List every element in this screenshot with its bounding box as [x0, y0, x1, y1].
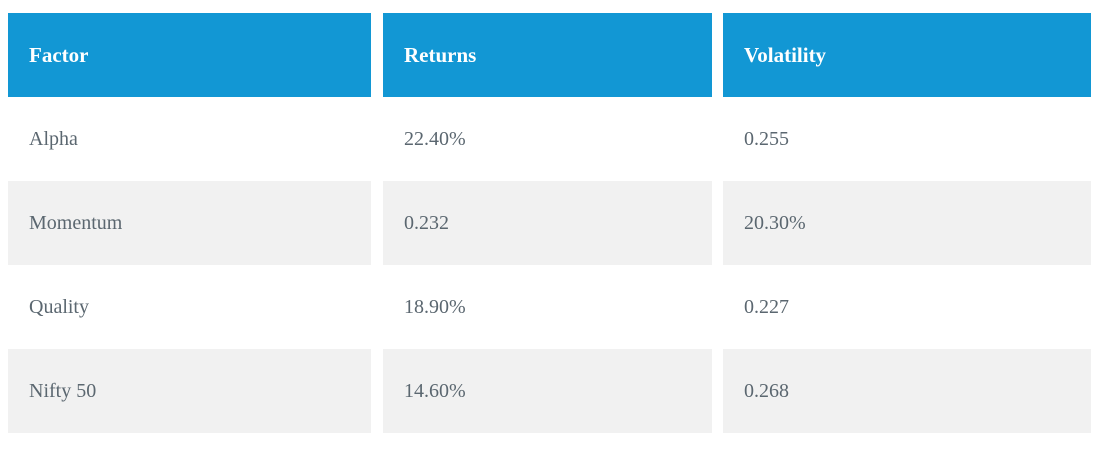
table-row-nifty-50: Nifty 50 14.60% 0.268: [8, 349, 1091, 433]
cell-factor: Quality: [8, 265, 371, 349]
factor-table-container: Factor Returns Volatility Alpha 22.40% 0…: [8, 13, 1091, 433]
table-header: Factor Returns Volatility: [8, 13, 1091, 97]
column-header-factor: Factor: [8, 13, 371, 97]
cell-volatility: 0.255: [712, 97, 1091, 181]
cell-factor: Momentum: [8, 181, 371, 265]
cell-volatility: 0.227: [712, 265, 1091, 349]
table-row-alpha: Alpha 22.40% 0.255: [8, 97, 1091, 181]
cell-volatility: 0.268: [712, 349, 1091, 433]
cell-returns: 22.40%: [371, 97, 712, 181]
table-row-momentum: Momentum 0.232 20.30%: [8, 181, 1091, 265]
cell-returns: 18.90%: [371, 265, 712, 349]
cell-factor: Nifty 50: [8, 349, 371, 433]
cell-volatility: 20.30%: [712, 181, 1091, 265]
header-row: Factor Returns Volatility: [8, 13, 1091, 97]
column-header-volatility: Volatility: [712, 13, 1091, 97]
column-header-returns: Returns: [371, 13, 712, 97]
table-body: Alpha 22.40% 0.255 Momentum 0.232 20.30%…: [8, 97, 1091, 433]
cell-factor: Alpha: [8, 97, 371, 181]
factor-performance-table: Factor Returns Volatility Alpha 22.40% 0…: [8, 13, 1091, 433]
cell-returns: 0.232: [371, 181, 712, 265]
table-row-quality: Quality 18.90% 0.227: [8, 265, 1091, 349]
cell-returns: 14.60%: [371, 349, 712, 433]
